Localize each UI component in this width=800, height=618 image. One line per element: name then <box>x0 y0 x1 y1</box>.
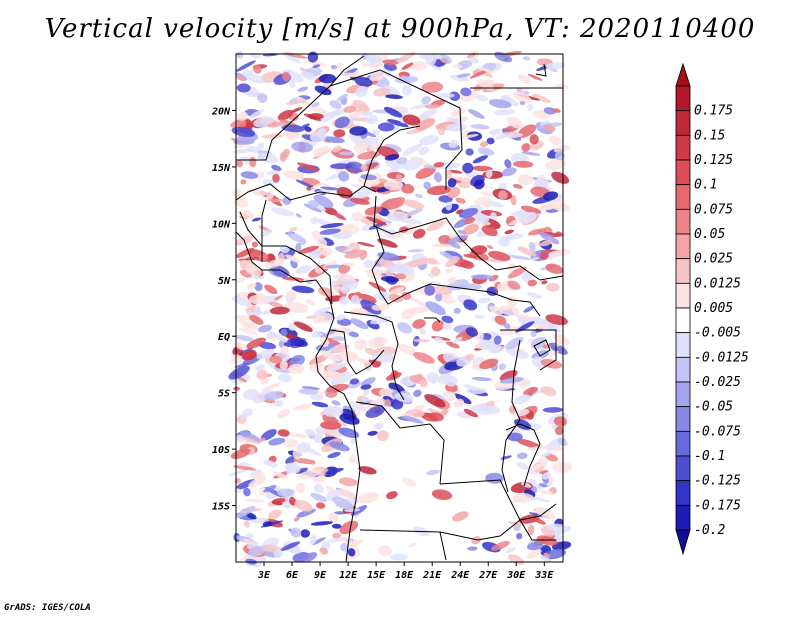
lon-tick-label: 21E <box>422 570 442 581</box>
lat-tick-label: 10S <box>212 445 230 456</box>
latitude-axis: 20N 15N 10N 5N EQ 5S 10S 15S <box>211 106 236 513</box>
colorbar-swatch <box>675 332 691 358</box>
colorbar-label: 0.15 <box>694 128 725 143</box>
border-line <box>343 311 405 401</box>
colorbar-label: 0.075 <box>694 202 733 217</box>
border-line <box>459 237 564 281</box>
colorbar-bottom-arrow <box>675 529 691 556</box>
longitude-axis: 3E 6E 9E 12E 15E 18E 21E 24E 27E 30E 33E <box>257 562 554 581</box>
border-line <box>533 339 551 357</box>
colorbar-swatch <box>675 406 691 432</box>
colorbar-label: 0.005 <box>694 301 733 316</box>
lat-tick-label: EQ <box>218 332 230 343</box>
colorbar-label: -0.075 <box>694 424 741 439</box>
lat-tick-label: 5S <box>218 389 230 400</box>
colorbar: 0.175 0.15 0.125 0.1 0.075 0.05 0.025 0.0125 0.0… <box>675 62 749 556</box>
border-line <box>424 317 441 323</box>
colorbar-top-arrow <box>675 62 691 87</box>
colorbar-label: 0.0125 <box>694 276 741 291</box>
colorbar-swatch <box>675 504 691 531</box>
colorbar-label: 0.1 <box>694 178 717 193</box>
colorbar-swatch <box>675 110 691 136</box>
border-line <box>355 401 445 485</box>
colorbar-swatch <box>675 258 691 284</box>
colorbar-swatch <box>675 208 691 235</box>
lon-tick-label: 30E <box>506 570 526 581</box>
border-line <box>373 195 461 239</box>
lon-tick-label: 27E <box>478 570 498 581</box>
border-line <box>439 479 557 521</box>
colorbar-swatch <box>675 381 691 408</box>
colorbar-label: -0.175 <box>694 498 741 513</box>
lat-tick-label: 20N <box>211 106 231 117</box>
country-borders <box>235 55 564 563</box>
colorbar-swatch <box>675 159 691 186</box>
lon-tick-label: 3E <box>257 570 271 581</box>
colorbar-swatch <box>675 307 691 334</box>
coastline <box>235 231 361 563</box>
colorbar-label: -0.025 <box>694 375 741 390</box>
lat-tick-label: 10N <box>212 219 231 230</box>
colorbar-swatch <box>675 85 691 112</box>
border-line <box>239 211 333 305</box>
colorbar-label: 0.025 <box>694 252 733 267</box>
border-line <box>329 329 385 375</box>
colorbar-swatch <box>675 430 691 457</box>
colorbar-label: -0.1 <box>694 449 725 464</box>
colorbar-label: -0.125 <box>694 474 741 489</box>
velocity-field <box>227 50 573 568</box>
lon-tick-label: 9E <box>314 570 327 581</box>
lon-tick-label: 33E <box>534 570 554 581</box>
border-line <box>405 283 541 317</box>
border-line <box>501 339 521 493</box>
colorbar-swatch <box>675 282 691 309</box>
grads-credit: GrADS: IGES/COLA <box>4 603 91 613</box>
colorbar-label: -0.05 <box>694 400 733 415</box>
border-line <box>439 519 521 541</box>
colorbar-label: -0.2 <box>694 523 725 538</box>
border-line <box>363 125 421 187</box>
colorbar-label: -0.005 <box>694 326 741 341</box>
colorbar-label: 0.175 <box>694 104 733 119</box>
lon-tick-label: 12E <box>339 570 358 581</box>
colorbar-label: 0.05 <box>694 227 725 242</box>
map-frame <box>235 53 564 563</box>
border-line <box>329 69 463 190</box>
colorbar-swatch <box>675 480 691 506</box>
border-line <box>236 55 365 161</box>
border-line <box>519 519 556 541</box>
colorbar-label: -0.0125 <box>694 350 749 365</box>
border-line <box>535 63 547 77</box>
colorbar-swatch <box>675 184 691 210</box>
lon-tick-label: 15E <box>367 570 386 581</box>
lat-tick-label: 15S <box>212 502 230 513</box>
border-line <box>371 225 407 305</box>
map-title: Vertical velocity [m/s] at 900hPa, VT: 2… <box>44 14 756 44</box>
border-line <box>235 183 377 201</box>
colorbar-label: 0.125 <box>694 153 733 168</box>
colorbar-swatch <box>675 134 691 161</box>
border-line <box>261 199 267 262</box>
border-line <box>505 423 541 487</box>
colorbar-swatch <box>675 233 691 260</box>
lat-tick-label: 5N <box>218 276 231 287</box>
lon-tick-label: 18E <box>395 570 414 581</box>
lon-tick-label: 6E <box>286 570 299 581</box>
border-line <box>500 329 557 371</box>
lat-tick-label: 15N <box>212 163 231 174</box>
lon-tick-label: 24E <box>450 570 470 581</box>
colorbar-swatch <box>675 455 691 482</box>
colorbar-swatch <box>675 356 691 383</box>
